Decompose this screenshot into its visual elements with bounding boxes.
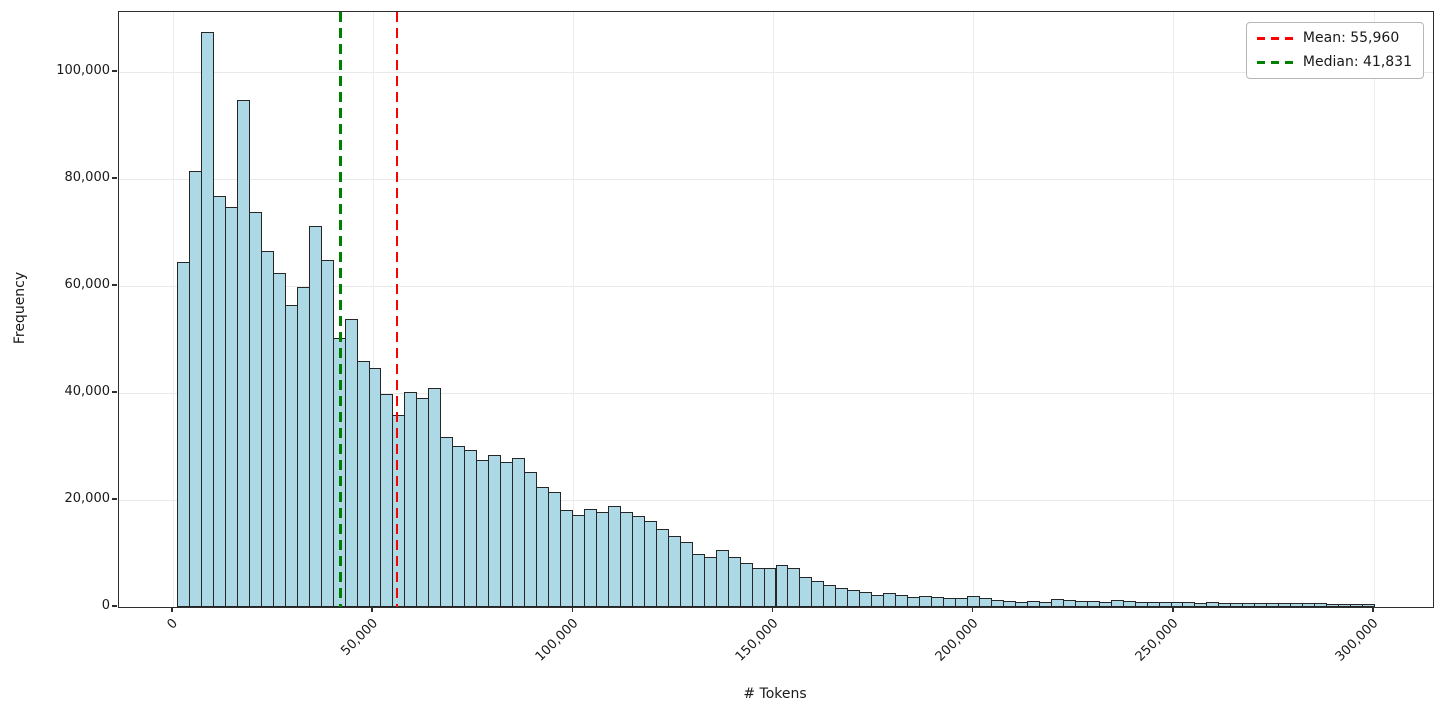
mean-line — [395, 12, 399, 607]
x-gridline — [973, 12, 975, 607]
x-tick-label: 0 — [164, 616, 181, 633]
x-tick-mark — [1172, 607, 1174, 613]
y-tick-mark — [112, 70, 117, 72]
legend-label-mean: Mean: 55,960 — [1302, 30, 1400, 46]
x-axis-label: # Tokens — [743, 686, 807, 702]
y-gridline — [119, 499, 1433, 501]
y-tick-label: 40,000 — [64, 384, 111, 399]
legend-row-mean: Mean: 55,960 — [1256, 30, 1412, 47]
x-gridline — [372, 12, 374, 607]
x-tick-label: 200,000 — [932, 616, 982, 665]
y-tick-mark — [112, 498, 117, 500]
y-gridline — [119, 392, 1433, 394]
x-tick-label: 250,000 — [1132, 616, 1182, 665]
y-tick-label: 0 — [101, 598, 110, 613]
legend: Mean: 55,960 Median: 41,831 — [1245, 22, 1424, 79]
y-tick-mark — [112, 284, 117, 286]
x-tick-mark — [571, 607, 574, 613]
x-tick-label: 100,000 — [532, 616, 581, 665]
y-tick-label: 100,000 — [56, 63, 110, 78]
y-gridline — [119, 285, 1433, 287]
plot-area: Mean: 55,960 Median: 41,831 — [118, 11, 1434, 608]
legend-row-median: Median: 41,831 — [1256, 54, 1412, 71]
x-gridline — [773, 12, 774, 607]
x-tick-label: 50,000 — [337, 616, 381, 659]
x-tick-mark — [371, 607, 373, 613]
x-tick-mark — [1372, 607, 1374, 613]
x-tick-label: 300,000 — [1332, 616, 1382, 665]
x-tick-mark — [171, 607, 173, 613]
x-tick-label: 150,000 — [732, 616, 782, 665]
mean-dash-swatch — [1256, 37, 1293, 40]
y-tick-mark — [112, 391, 117, 393]
median-line — [339, 12, 342, 607]
histogram-bar — [1362, 603, 1375, 607]
x-gridline — [1173, 12, 1175, 607]
y-tick-mark — [112, 177, 117, 179]
median-dash-swatch — [1256, 61, 1293, 64]
y-tick-label: 60,000 — [64, 277, 111, 292]
y-tick-mark — [112, 605, 117, 607]
y-gridline — [119, 178, 1433, 180]
x-gridline — [172, 12, 174, 607]
y-axis-label: Frequency — [12, 271, 28, 345]
x-tick-mark — [771, 607, 774, 613]
y-tick-label: 80,000 — [64, 170, 111, 185]
legend-label-median: Median: 41,831 — [1302, 54, 1412, 70]
x-tick-mark — [971, 607, 974, 613]
y-tick-label: 20,000 — [64, 491, 111, 506]
x-gridline — [1373, 12, 1375, 607]
y-gridline — [119, 71, 1433, 73]
x-gridline — [572, 12, 574, 607]
